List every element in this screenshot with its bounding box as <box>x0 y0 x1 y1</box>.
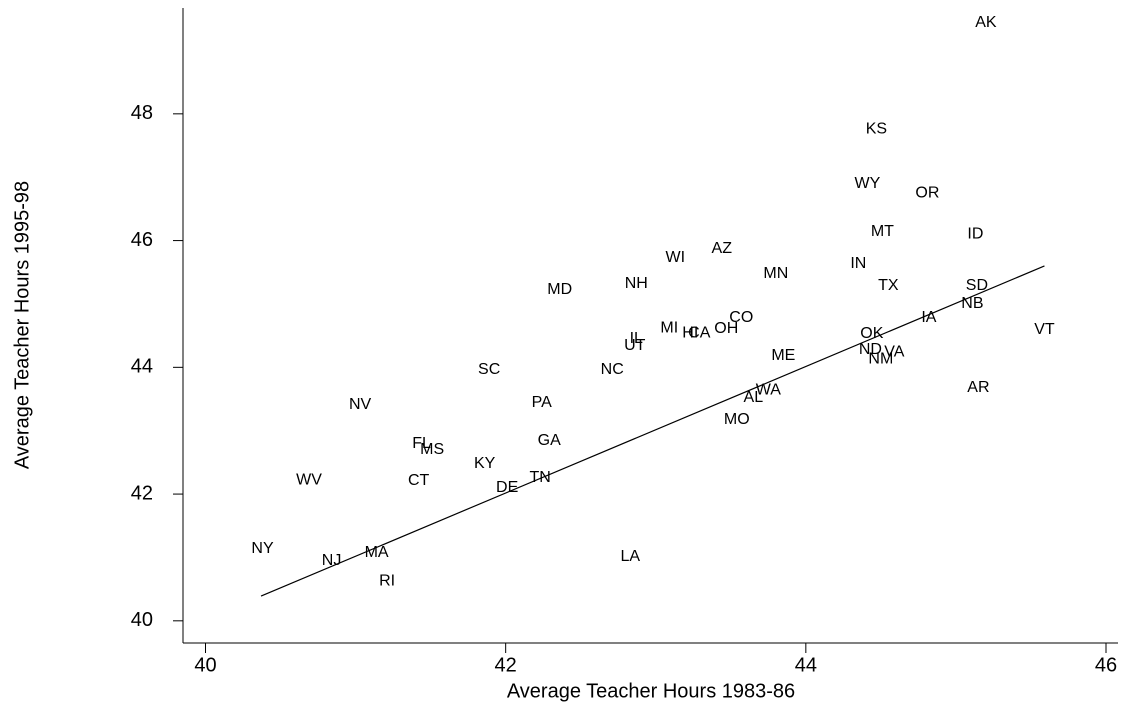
point-label: ME <box>771 347 795 364</box>
point-label: AZ <box>712 240 733 257</box>
point-label: OK <box>860 325 883 342</box>
x-axis-title: Average Teacher Hours 1983-86 <box>507 680 795 702</box>
x-tick-label: 46 <box>1095 654 1117 676</box>
y-axis-title: Average Teacher Hours 1995-98 <box>11 181 33 469</box>
point-label: PA <box>532 394 552 411</box>
point-label: MD <box>547 281 572 298</box>
y-tick-label: 44 <box>131 356 153 378</box>
point-label: AL <box>744 389 764 406</box>
point-label: MO <box>724 411 750 428</box>
point-label: CA <box>688 324 711 341</box>
y-tick-label: 46 <box>131 229 153 251</box>
point-label: MI <box>660 319 678 336</box>
point-label: DE <box>496 479 518 496</box>
point-label: IN <box>850 255 866 272</box>
point-label: GA <box>538 432 561 449</box>
point-label: WI <box>665 249 685 266</box>
point-label: WV <box>296 471 322 488</box>
point-label: VA <box>884 343 904 360</box>
point-label: AK <box>975 14 997 31</box>
point-label: CO <box>729 309 753 326</box>
point-label: IL <box>630 330 643 347</box>
point-label: NV <box>349 396 372 413</box>
point-label: AR <box>967 379 989 396</box>
point-label: FL <box>412 435 431 452</box>
point-label: WY <box>854 175 880 192</box>
point-label: NH <box>625 275 648 292</box>
point-label: OH <box>714 320 738 337</box>
x-tick-label: 42 <box>495 654 517 676</box>
point-label: MN <box>763 265 788 282</box>
point-label: HI <box>682 324 698 341</box>
point-label: TX <box>878 277 899 294</box>
point-label: SD <box>966 277 988 294</box>
point-label: CT <box>408 472 430 489</box>
y-tick-label: 40 <box>131 609 153 631</box>
point-label: KS <box>866 120 887 137</box>
point-label: MA <box>365 544 389 561</box>
y-tick-label: 42 <box>131 482 153 504</box>
y-tick-label: 48 <box>131 102 153 124</box>
point-label: VT <box>1034 321 1055 338</box>
point-label: LA <box>620 548 640 565</box>
point-label: NM <box>868 350 893 367</box>
point-label: NY <box>251 540 274 557</box>
x-tick-label: 44 <box>795 654 817 676</box>
point-label: TN <box>530 469 551 486</box>
point-label: KY <box>474 455 496 472</box>
point-label: ID <box>967 225 983 242</box>
point-label: UT <box>624 337 646 354</box>
point-label: NC <box>601 361 624 378</box>
point-label: MT <box>871 223 894 240</box>
x-tick-label: 40 <box>194 654 216 676</box>
point-label: ND <box>859 341 882 358</box>
point-label: NB <box>961 295 983 312</box>
point-label: SC <box>478 361 500 378</box>
point-label: MS <box>420 441 444 458</box>
fit-line <box>260 265 1045 597</box>
point-label: RI <box>379 573 395 590</box>
point-label: OR <box>915 184 939 201</box>
point-label: WA <box>756 381 782 398</box>
